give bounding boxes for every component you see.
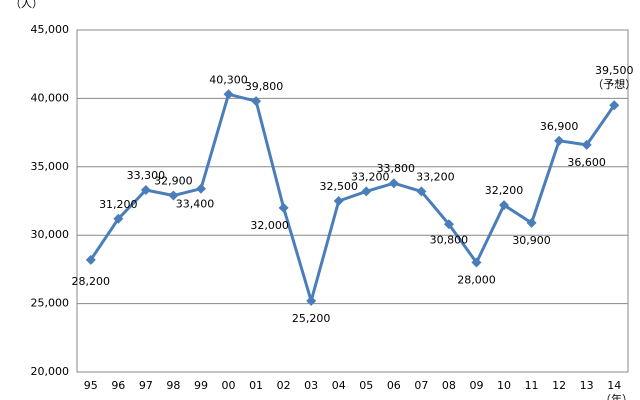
y-tick-label: 40,000 (31, 91, 70, 104)
x-tick-label: 97 (139, 379, 153, 392)
data-label: 32,500 (319, 180, 358, 193)
marker (168, 190, 179, 201)
marker (388, 178, 399, 189)
data-label: 36,900 (540, 120, 579, 133)
x-tick-label: 95 (84, 379, 98, 392)
x-tick-label: 01 (249, 379, 263, 392)
data-label: 30,800 (430, 233, 469, 246)
marker (251, 96, 262, 107)
data-label: 33,800 (377, 162, 416, 175)
data-label: 31,200 (99, 198, 138, 211)
marker (333, 196, 344, 206)
data-label: 33,200 (416, 170, 455, 183)
x-tick-label: 05 (359, 379, 373, 392)
annotation: （予想） (592, 77, 636, 91)
data-label: 33,200 (351, 170, 390, 183)
y-tick-label: 45,000 (31, 23, 70, 36)
x-tick-label: 06 (387, 379, 401, 392)
data-label: 28,000 (457, 274, 496, 287)
x-tick-label: 14 (607, 379, 621, 392)
data-label: 33,300 (127, 169, 166, 182)
data-label: 32,000 (250, 219, 289, 232)
marker (306, 295, 317, 306)
y-tick-label: 35,000 (31, 160, 70, 173)
x-tick-label: 03 (304, 379, 318, 392)
data-label: 28,200 (72, 275, 111, 288)
x-tick-label: 02 (277, 379, 291, 392)
x-tick-label: 13 (580, 379, 594, 392)
marker (85, 254, 96, 265)
data-label: 32,900 (154, 175, 193, 188)
y-tick-label: 20,000 (31, 365, 70, 378)
marker (416, 186, 427, 197)
x-tick-label: 08 (442, 379, 456, 392)
x-tick-label: 12 (552, 379, 566, 392)
data-label: 39,800 (245, 80, 284, 93)
marker (195, 183, 206, 194)
marker (471, 257, 482, 268)
marker (554, 135, 565, 146)
data-label: 36,600 (567, 156, 606, 169)
marker (443, 219, 454, 230)
y-tick-label: 25,000 (31, 297, 70, 310)
marker (581, 139, 592, 150)
data-label: 40,300 (209, 73, 248, 86)
marker (278, 202, 289, 213)
series-line (89, 92, 616, 307)
x-tick-label: 09 (469, 379, 483, 392)
x-tick-label: 96 (111, 379, 125, 392)
x-tick-label: 99 (194, 379, 208, 392)
marker (223, 89, 234, 100)
marker (526, 217, 537, 228)
plot-border (76, 29, 629, 373)
data-label: 39,500 (595, 64, 634, 77)
x-tick-label: 10 (497, 379, 511, 392)
x-tick-label: 11 (525, 379, 539, 392)
marker (609, 100, 620, 111)
marker (140, 185, 151, 196)
marker (499, 200, 510, 211)
x-tick-label: 07 (414, 379, 428, 392)
data-label: 30,900 (512, 234, 551, 247)
y-tick-label: 30,000 (31, 228, 70, 241)
data-label: 33,400 (176, 198, 215, 211)
marker (361, 186, 372, 197)
data-label: 25,200 (292, 312, 331, 325)
x-tick-label: 98 (166, 379, 180, 392)
marker (113, 213, 124, 224)
x-tick-label: 04 (332, 379, 346, 392)
data-label: 32,200 (485, 184, 524, 197)
y-axis-label: （人） (10, 0, 43, 10)
x-axis-label: （年） (600, 392, 633, 400)
x-tick-label: 00 (222, 379, 236, 392)
